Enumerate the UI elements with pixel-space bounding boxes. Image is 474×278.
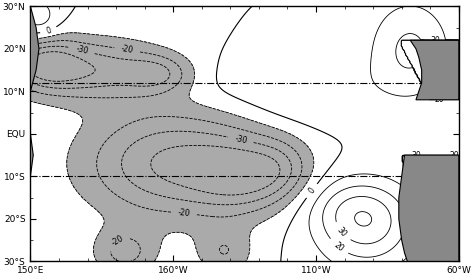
Text: 0: 0 <box>307 186 317 195</box>
Text: -20: -20 <box>110 234 125 248</box>
Text: 30: 30 <box>335 225 348 239</box>
Text: 20: 20 <box>332 240 345 254</box>
Text: -30: -30 <box>75 44 89 56</box>
Text: 20: 20 <box>435 95 444 104</box>
Polygon shape <box>30 6 39 176</box>
Text: -20: -20 <box>120 44 134 55</box>
Text: 30: 30 <box>430 36 440 45</box>
Text: 30: 30 <box>411 151 421 160</box>
Text: 0: 0 <box>45 26 52 36</box>
Polygon shape <box>399 155 459 261</box>
Text: -20: -20 <box>177 208 191 219</box>
Text: -30: -30 <box>234 134 248 145</box>
Text: 20: 20 <box>450 151 459 160</box>
Polygon shape <box>410 40 459 100</box>
